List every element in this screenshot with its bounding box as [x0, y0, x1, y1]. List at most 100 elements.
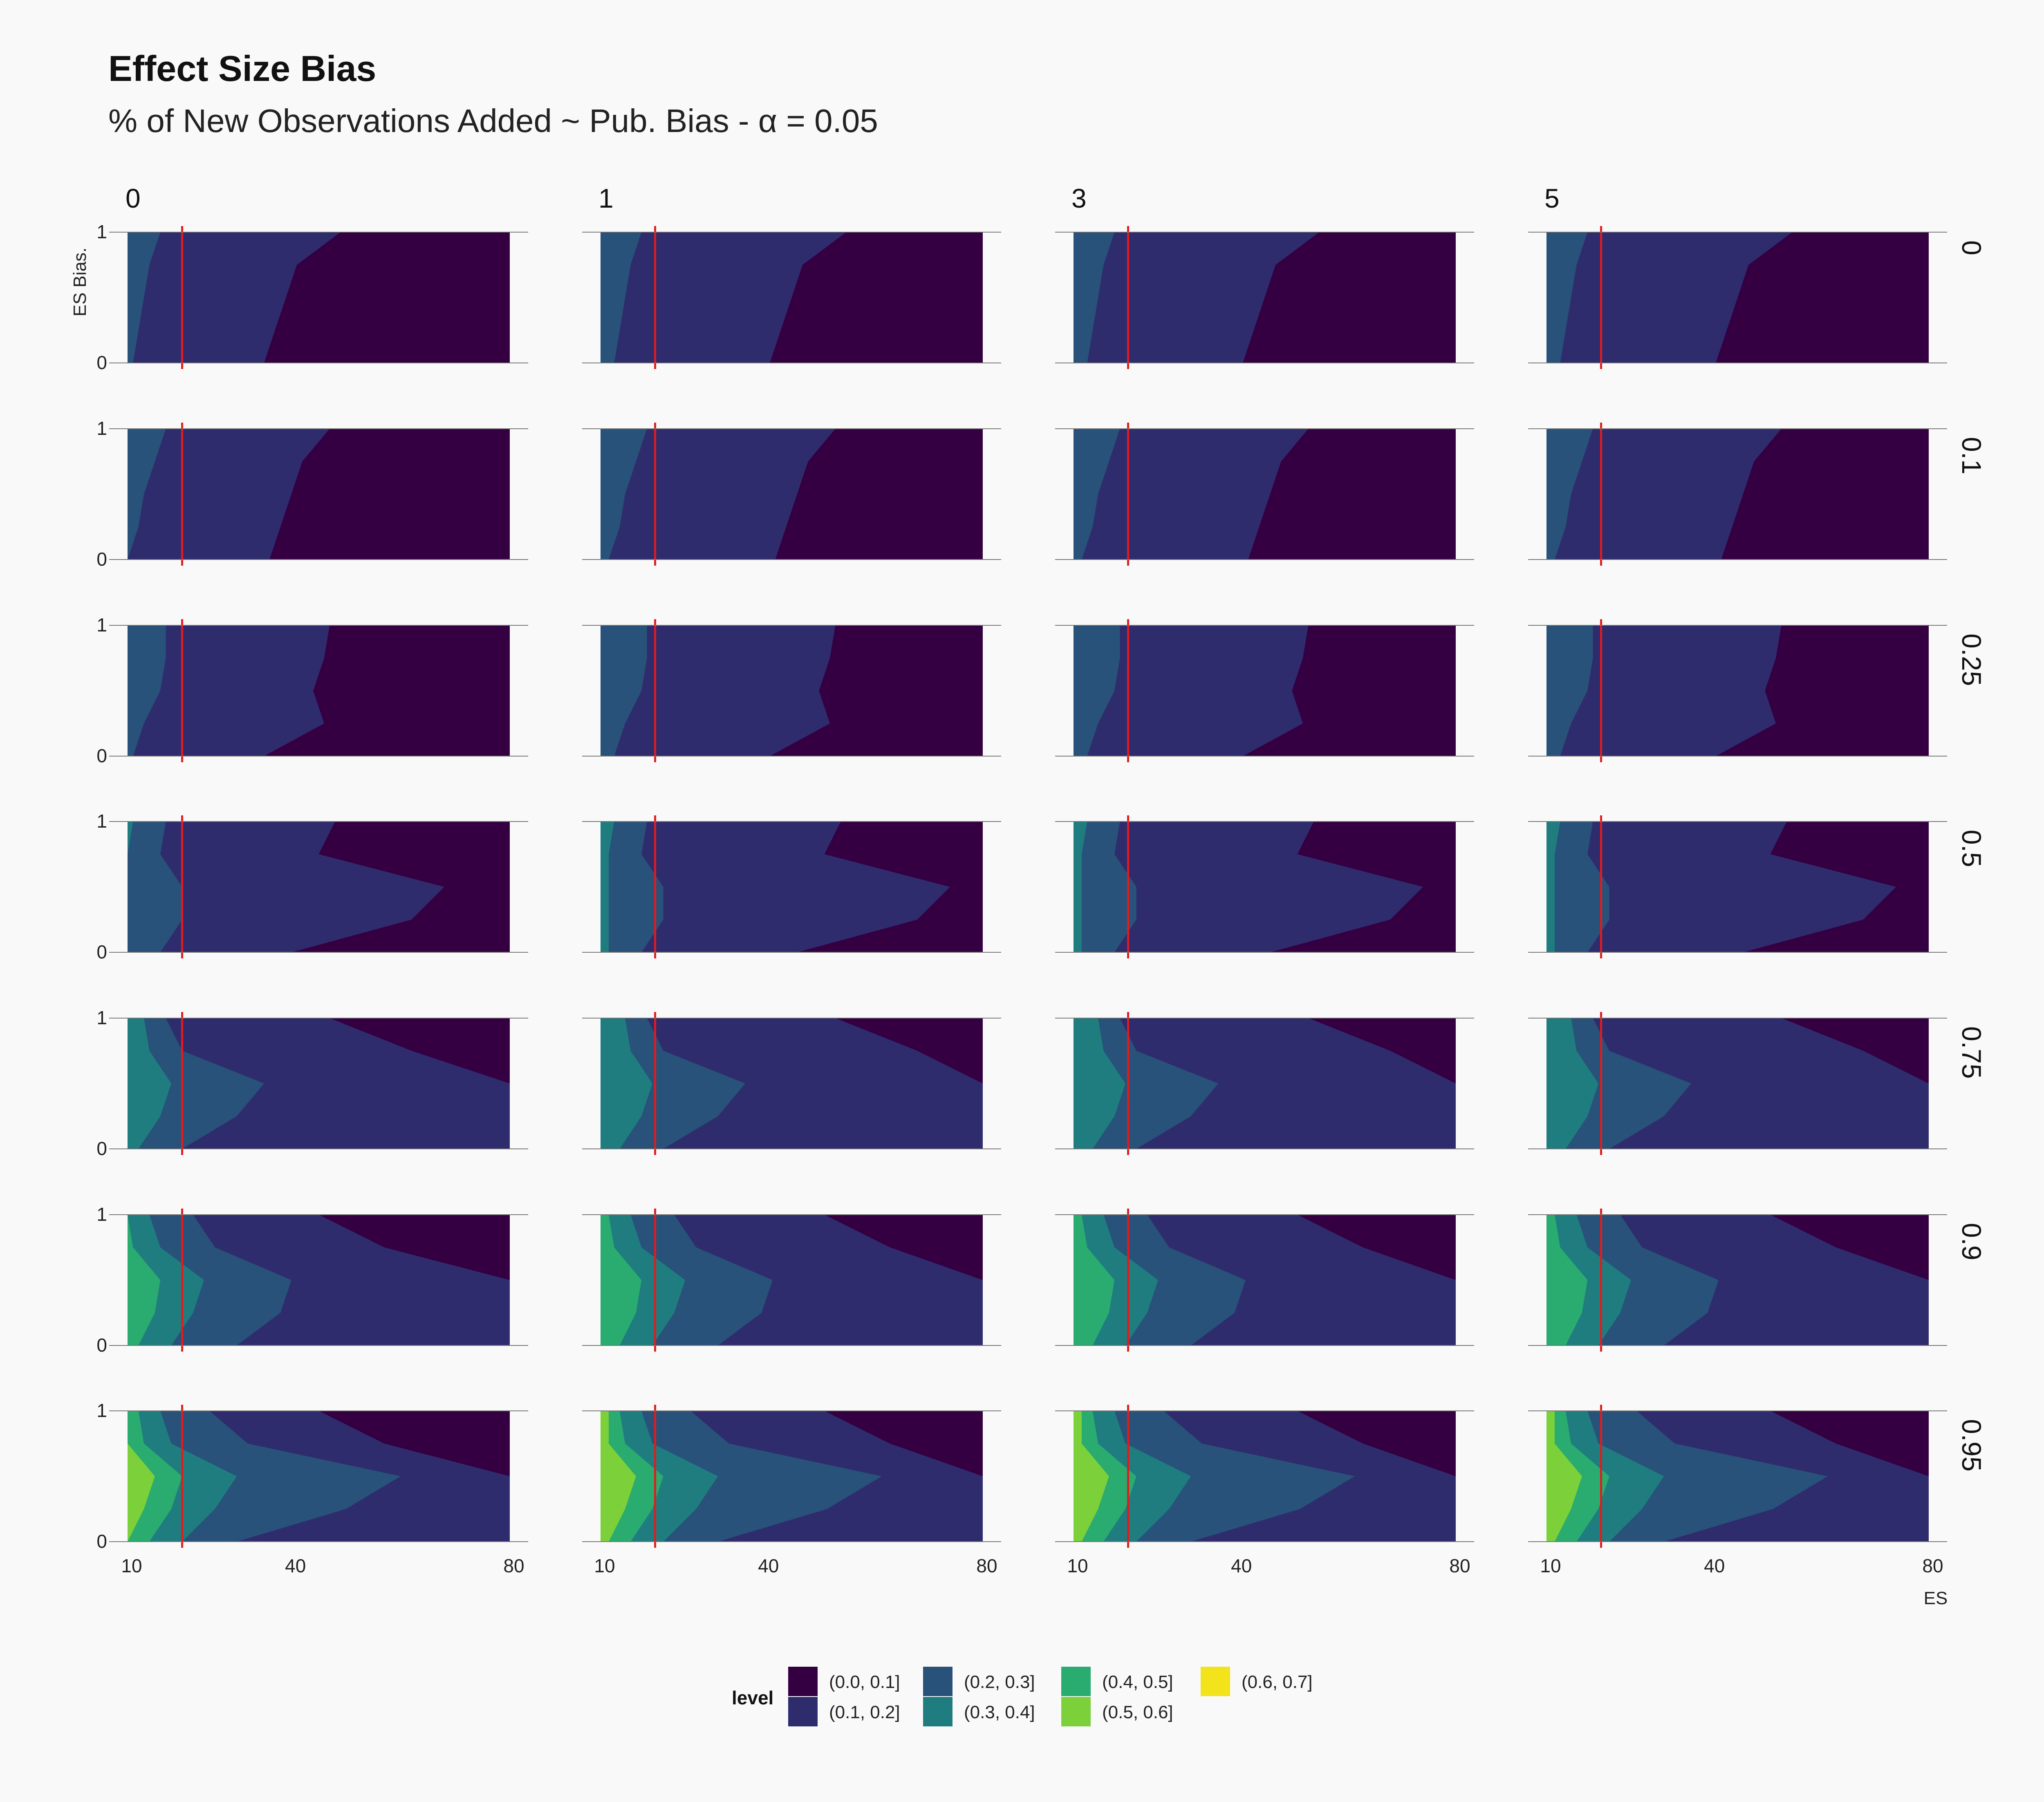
column-facet-label: 0 — [126, 183, 141, 213]
facet-panel: 01 — [96, 1007, 528, 1159]
contour-band — [1074, 429, 1120, 560]
contour-band — [1074, 822, 1423, 952]
facet-panel: 01 — [96, 1204, 528, 1356]
chart-subtitle: % of New Observations Added ~ Pub. Bias … — [108, 103, 878, 139]
legend-label: (0.1, 0.2] — [829, 1702, 900, 1722]
contour-band — [128, 625, 166, 756]
legend-swatch — [1201, 1667, 1230, 1696]
facet-panel — [1055, 1012, 1474, 1155]
contour-band — [1546, 1411, 1582, 1542]
legend-item: (0.1, 0.2] — [788, 1697, 900, 1726]
contour-band — [1074, 822, 1136, 952]
facet-panel: 10 40 80 — [1055, 1405, 1474, 1576]
legend-label: (0.4, 0.5] — [1102, 1672, 1173, 1692]
facet-panel — [1055, 226, 1474, 369]
contour-band — [1546, 625, 1782, 756]
facet-panel — [1055, 1209, 1474, 1352]
contour-band — [601, 232, 642, 363]
contour-band — [601, 232, 847, 363]
row-facet-label: 0 — [1957, 240, 1987, 255]
y-axis-label: ES Bias. — [70, 248, 90, 317]
contour-band — [1074, 1215, 1115, 1345]
x-tick-label: 40 — [758, 1555, 779, 1576]
y-tick-label: 1 — [96, 1400, 107, 1421]
contour-band — [601, 1215, 642, 1345]
facet-panel — [1528, 815, 1947, 958]
legend: level (0.0, 0.1] (0.1, 0.2] (0.2, 0.3] (0.3,… — [732, 1667, 1313, 1726]
contour-band — [1074, 1411, 1109, 1542]
y-tick-label: 0 — [96, 1531, 107, 1552]
contour-band — [128, 625, 330, 756]
x-tick-label: 40 — [1231, 1555, 1252, 1576]
contour-band — [601, 822, 614, 952]
facet-panel — [1528, 1012, 1947, 1155]
column-facet-label: 5 — [1544, 183, 1560, 213]
contour-band — [128, 429, 330, 560]
x-tick-label: 10 — [1540, 1555, 1561, 1576]
contour-band — [128, 232, 341, 363]
contour-band — [1074, 429, 1309, 560]
y-tick-label: 1 — [96, 614, 107, 636]
y-tick-label: 0 — [96, 1334, 107, 1356]
row-facet-label: 0.25 — [1957, 633, 1987, 686]
facet-panel: 01 — [96, 614, 528, 766]
contour-band — [601, 1018, 652, 1149]
x-tick-label: 10 — [594, 1555, 615, 1576]
facet-panel — [582, 1209, 1001, 1352]
facet-panel: 10 40 80 — [1528, 1405, 1947, 1576]
contour-band — [601, 625, 836, 756]
x-tick-label: 80 — [1922, 1555, 1943, 1576]
legend-item: (0.6, 0.7] — [1201, 1667, 1313, 1696]
x-tick-label: 80 — [976, 1555, 997, 1576]
x-tick-label: 10 — [1067, 1555, 1088, 1576]
y-tick-label: 0 — [96, 352, 107, 373]
facet-panel — [1528, 619, 1947, 762]
facet-panel: 01 — [96, 810, 528, 963]
legend-item: (0.2, 0.3] — [923, 1667, 1035, 1696]
y-tick-label: 0 — [96, 941, 107, 963]
facet-panel — [582, 226, 1001, 369]
legend-item: (0.4, 0.5] — [1061, 1667, 1173, 1696]
facet-panel: 10 40 80 — [582, 1405, 1001, 1576]
facet-panel — [582, 1012, 1001, 1155]
y-tick-label: 0 — [96, 745, 107, 766]
row-facet-label: 0.1 — [1957, 437, 1987, 475]
facet-panels: 0 1 3 500.10.250.50.750.90.9501010101010101… — [70, 183, 1987, 1608]
facet-panel — [1055, 423, 1474, 566]
facet-panel — [1055, 815, 1474, 958]
contour-band — [601, 1411, 636, 1542]
contour-band — [601, 822, 663, 952]
legend-label: (0.5, 0.6] — [1102, 1702, 1173, 1722]
contour-band — [1074, 232, 1320, 363]
legend-swatch — [1061, 1697, 1091, 1726]
legend-swatch — [788, 1697, 818, 1726]
x-tick-label: 40 — [1704, 1555, 1725, 1576]
contour-band — [1074, 822, 1087, 952]
contour-band — [1074, 1018, 1125, 1149]
contour-band — [1074, 625, 1309, 756]
contour-band — [1546, 232, 1588, 363]
legend-swatch — [923, 1697, 953, 1726]
legend-item: (0.5, 0.6] — [1061, 1697, 1173, 1726]
contour-band — [601, 822, 950, 952]
facet-panel — [582, 815, 1001, 958]
legend-label: (0.2, 0.3] — [964, 1672, 1035, 1692]
row-facet-label: 0.5 — [1957, 830, 1987, 867]
contour-band — [1546, 429, 1593, 560]
legend-swatch — [1061, 1667, 1091, 1696]
y-tick-label: 1 — [96, 1007, 107, 1028]
x-axis-label: ES — [1924, 1588, 1948, 1608]
contour-band — [1546, 429, 1782, 560]
y-tick-label: 0 — [96, 548, 107, 570]
legend-item: (0.3, 0.4] — [923, 1697, 1035, 1726]
column-facet-label: 3 — [1071, 183, 1087, 213]
legend-label: (0.3, 0.4] — [964, 1702, 1035, 1722]
chart-title-text: Effect Size Bias — [108, 48, 376, 89]
facet-panel: 01 — [96, 418, 528, 570]
row-facet-label: 0.95 — [1957, 1419, 1987, 1471]
contour-band — [1546, 625, 1593, 756]
contour-band — [128, 1018, 171, 1149]
contour-band — [1546, 822, 1560, 952]
y-tick-label: 0 — [96, 1138, 107, 1159]
contour-band — [128, 232, 161, 363]
